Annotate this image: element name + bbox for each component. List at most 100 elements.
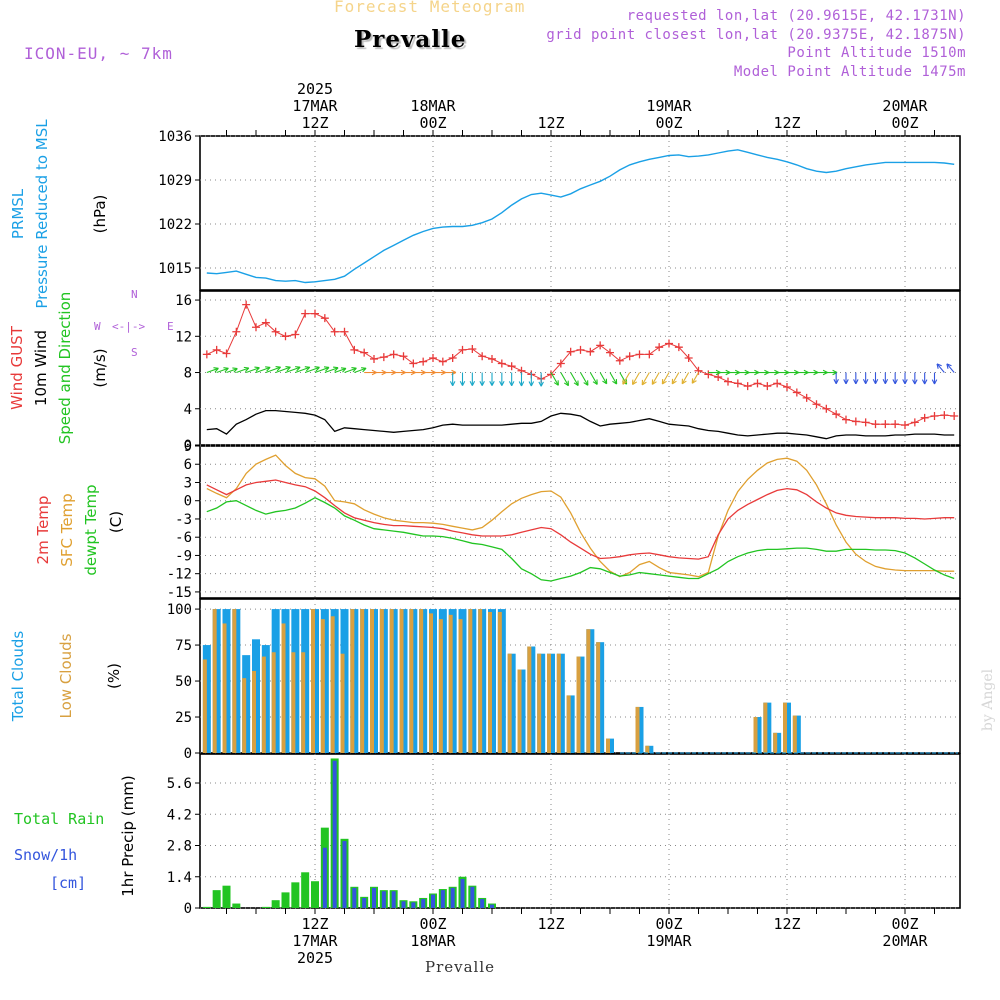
wind-arrow-head	[681, 378, 687, 385]
wind-arrow-head	[612, 379, 618, 385]
ytick-label: 0	[184, 494, 192, 510]
time-label: 00Z	[655, 915, 682, 933]
time-label: 17MAR	[292, 97, 338, 115]
wind-arrow-head	[833, 379, 839, 384]
wind-arrow-head	[333, 366, 339, 372]
low-cloud-bar	[409, 609, 414, 753]
gust-marker	[645, 350, 654, 359]
ytick-label: 4	[184, 402, 192, 418]
compass-n: N	[131, 288, 138, 301]
low-cloud-bar	[281, 623, 286, 753]
wind-arrow-head	[553, 380, 559, 386]
wind-arrow-head	[892, 379, 898, 385]
gust-marker	[370, 354, 378, 363]
low-cloud-bar	[419, 609, 424, 753]
time-label: 19MAR	[646, 97, 692, 115]
snow-bar	[391, 891, 396, 908]
ytick-label: -15	[167, 585, 192, 601]
precip-rain-label: Total Rain	[14, 810, 105, 828]
wind-arrow	[946, 363, 955, 373]
wind-arrow	[641, 372, 650, 386]
wind-arrow	[206, 367, 219, 374]
model-point-altitude: Model Point Altitude 1475m	[733, 64, 966, 80]
rain-bar	[271, 900, 280, 908]
gust-marker	[202, 350, 211, 359]
gust-marker	[291, 330, 300, 339]
ytick-label: 9	[184, 439, 192, 455]
wind-arrow-head	[223, 367, 229, 373]
time-label: 00Z	[419, 915, 446, 933]
wind-arrow-head	[323, 366, 330, 372]
low-cloud-bar	[438, 619, 443, 753]
ytick-label: 75	[175, 638, 192, 654]
gust-marker	[606, 348, 614, 357]
wind-arrow-head	[254, 366, 260, 372]
low-cloud-bar	[232, 609, 237, 753]
snow-bar	[470, 886, 475, 908]
low-cloud-bar	[261, 656, 266, 753]
low-cloud-bar	[547, 653, 551, 753]
gust-marker	[468, 344, 477, 353]
gust-marker	[881, 420, 890, 429]
time-label: 20MAR	[882, 97, 928, 115]
wind-arrow	[285, 366, 301, 374]
compass-we: <-|->	[112, 320, 146, 333]
rain-bar	[301, 872, 310, 908]
low-cloud-bar	[507, 653, 512, 753]
gust-marker	[242, 300, 251, 309]
ytick-label: 0	[184, 901, 192, 917]
gust-line	[206, 303, 955, 426]
time-label: 12Z	[773, 114, 800, 132]
wind-arrow-head	[361, 367, 367, 373]
low-cloud-bar	[566, 695, 571, 753]
wind-arrow	[589, 372, 598, 385]
gust-marker	[871, 420, 880, 429]
grid-point-coords: grid point closest lon,lat (20.9375E, 42…	[546, 27, 966, 43]
gust-marker	[232, 327, 241, 336]
ytick-label: 4.2	[167, 807, 192, 823]
gust-marker	[576, 345, 585, 354]
gust-marker	[596, 341, 605, 350]
gust-marker	[910, 418, 919, 427]
wind-arrow-head	[285, 366, 291, 372]
gust-marker	[704, 370, 713, 379]
wind-arrow-head	[469, 380, 476, 386]
precip-snow-label: Snow/1h	[14, 846, 78, 864]
gust-marker	[429, 354, 437, 363]
gust-marker	[950, 412, 959, 421]
wind-arrow-head	[538, 381, 544, 387]
low-cloud-bar	[212, 609, 217, 753]
wind-arrow-head	[631, 379, 638, 386]
ytick-label: -3	[175, 512, 192, 528]
gust-marker	[419, 357, 428, 366]
snow-bar	[490, 904, 494, 908]
gust-marker	[360, 348, 369, 357]
snow-bar	[362, 897, 367, 908]
gust-marker	[665, 339, 673, 348]
gust-marker	[212, 345, 221, 354]
snow-bar	[421, 899, 426, 908]
wind-arrow	[609, 372, 618, 385]
snow-bar	[381, 891, 386, 908]
gust-marker	[842, 415, 850, 424]
low-cloud-bar	[350, 609, 355, 753]
wind-arrow-head	[275, 366, 281, 372]
snow-bar	[431, 894, 435, 908]
wind-arrow-head	[508, 381, 515, 387]
time-label: 2025	[297, 80, 333, 98]
gust-marker	[320, 314, 329, 323]
wind-arrow	[245, 367, 260, 374]
wind-arrow	[255, 366, 271, 374]
rain-bar	[261, 906, 270, 908]
gust-marker	[615, 356, 624, 365]
low-cloud-bar	[468, 609, 473, 753]
wind-arrow	[622, 372, 631, 385]
ytick-label: 0	[184, 438, 192, 454]
wind-arrow-head	[265, 366, 271, 372]
wind-arrow-head	[592, 379, 598, 385]
wind-arrow	[681, 372, 690, 385]
wind-arrow-head	[243, 366, 250, 373]
gust-marker	[724, 377, 732, 386]
panel-frame-2	[199, 445, 961, 599]
gust-marker	[389, 350, 398, 359]
